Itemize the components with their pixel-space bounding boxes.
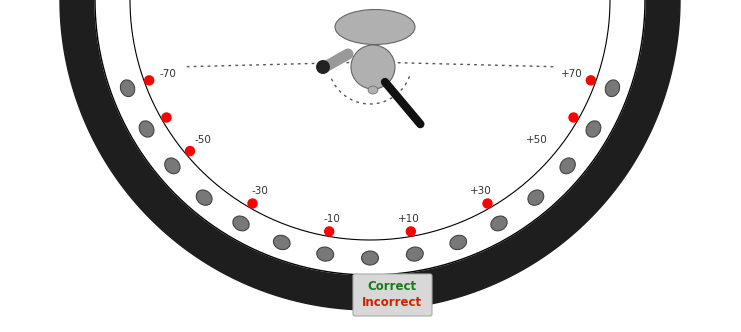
Ellipse shape xyxy=(605,80,619,97)
Circle shape xyxy=(586,76,595,85)
Ellipse shape xyxy=(558,156,577,176)
Text: +10: +10 xyxy=(398,213,419,224)
Ellipse shape xyxy=(450,235,467,250)
Text: +50: +50 xyxy=(526,135,548,145)
Circle shape xyxy=(162,113,171,122)
Text: -70: -70 xyxy=(159,68,176,79)
Text: -30: -30 xyxy=(251,186,268,197)
Circle shape xyxy=(248,199,257,208)
Ellipse shape xyxy=(560,158,575,174)
Ellipse shape xyxy=(314,245,336,263)
Ellipse shape xyxy=(271,233,293,252)
Ellipse shape xyxy=(448,233,469,252)
Polygon shape xyxy=(95,0,645,275)
Ellipse shape xyxy=(368,86,378,94)
Circle shape xyxy=(185,146,194,156)
FancyBboxPatch shape xyxy=(353,274,432,316)
Ellipse shape xyxy=(362,251,379,265)
Ellipse shape xyxy=(233,216,249,231)
Text: -50: -50 xyxy=(195,135,211,145)
Ellipse shape xyxy=(525,188,546,208)
Circle shape xyxy=(406,227,415,236)
Ellipse shape xyxy=(488,214,510,233)
Ellipse shape xyxy=(491,216,507,231)
Ellipse shape xyxy=(335,10,415,44)
Ellipse shape xyxy=(119,77,137,99)
Circle shape xyxy=(316,60,330,74)
Ellipse shape xyxy=(137,119,156,139)
Ellipse shape xyxy=(139,121,154,137)
Ellipse shape xyxy=(406,247,423,261)
Circle shape xyxy=(144,76,153,85)
Ellipse shape xyxy=(196,190,212,205)
Ellipse shape xyxy=(316,247,333,261)
Circle shape xyxy=(351,45,395,89)
Ellipse shape xyxy=(584,119,603,139)
Ellipse shape xyxy=(586,121,601,137)
Ellipse shape xyxy=(165,158,180,174)
Ellipse shape xyxy=(273,235,290,250)
Ellipse shape xyxy=(230,214,251,233)
Circle shape xyxy=(325,227,333,236)
Ellipse shape xyxy=(404,245,426,263)
Text: Incorrect: Incorrect xyxy=(362,295,422,308)
Ellipse shape xyxy=(162,156,182,176)
Text: Correct: Correct xyxy=(368,280,416,292)
Polygon shape xyxy=(60,0,680,310)
Text: -10: -10 xyxy=(323,213,340,224)
Text: +70: +70 xyxy=(561,68,583,79)
Circle shape xyxy=(483,199,492,208)
Ellipse shape xyxy=(194,188,214,208)
Text: +30: +30 xyxy=(470,186,491,197)
Ellipse shape xyxy=(359,249,381,267)
Ellipse shape xyxy=(120,80,135,97)
Ellipse shape xyxy=(603,77,622,99)
Polygon shape xyxy=(130,0,610,240)
Circle shape xyxy=(569,113,578,122)
Ellipse shape xyxy=(528,190,544,205)
